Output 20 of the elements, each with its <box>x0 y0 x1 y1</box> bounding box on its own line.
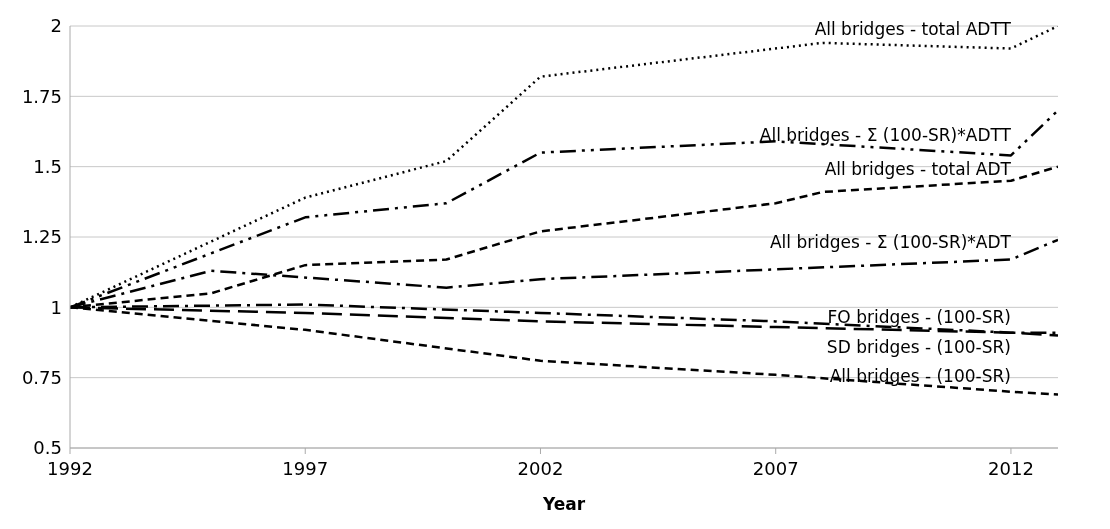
series-label: All bridges - Σ (100-SR)*ADT <box>769 231 1012 252</box>
y-tick-label: 1.75 <box>21 85 62 107</box>
x-tick-label: 2012 <box>988 457 1034 479</box>
series-label: All bridges - total ADTT <box>814 18 1012 39</box>
x-tick-label: 2007 <box>752 457 799 479</box>
y-tick-label: 0.75 <box>21 367 62 389</box>
series-label: All bridges - total ADT <box>824 158 1012 179</box>
y-tick-label: 2 <box>50 15 62 37</box>
x-tick-label: 1997 <box>282 457 329 479</box>
series-label: All bridges - Σ (100-SR)*ADTT <box>759 125 1012 146</box>
y-tick-label: 0.5 <box>33 437 62 459</box>
y-tick-label: 1.5 <box>33 156 62 178</box>
y-tick-label: 1 <box>50 296 62 318</box>
x-axis-title: Year <box>541 494 586 514</box>
y-tick-label: 1.25 <box>21 226 62 248</box>
series-label: SD bridges - (100-SR) <box>826 336 1011 357</box>
x-tick-label: 1992 <box>47 457 93 479</box>
series-label: FO bridges - (100-SR) <box>827 306 1011 327</box>
x-tick-label: 2002 <box>517 457 564 479</box>
series-label: All bridges - (100-SR) <box>829 365 1011 386</box>
